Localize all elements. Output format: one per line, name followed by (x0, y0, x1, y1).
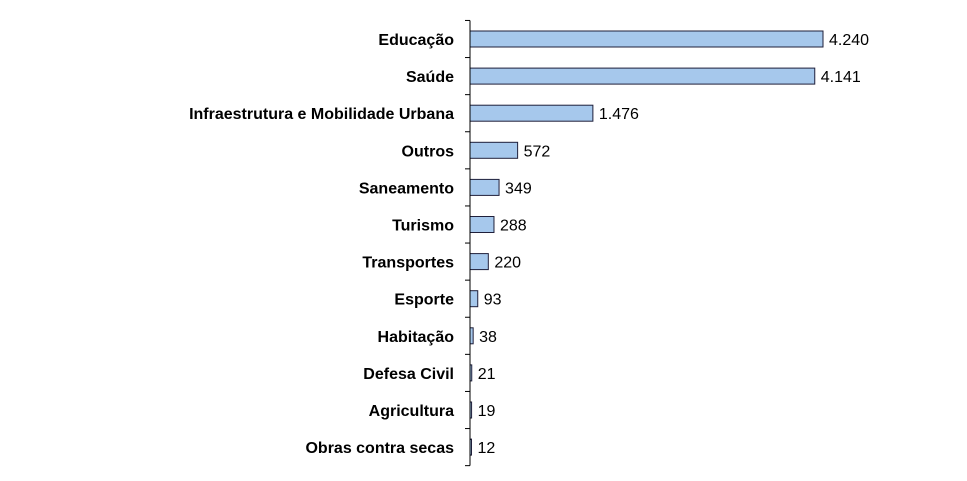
bar-0 (469, 30, 824, 48)
value-label-6: 220 (494, 255, 521, 272)
bar-7 (469, 290, 479, 308)
bar-5 (469, 216, 495, 233)
bar-1 (469, 67, 816, 85)
category-label-6: Transportes (362, 255, 454, 272)
value-label-10: 19 (478, 403, 496, 420)
value-label-9: 21 (478, 366, 496, 383)
category-label-2: Infraestrutura e Mobilidade Urbana (189, 106, 454, 123)
value-label-7: 93 (484, 292, 502, 309)
bar-2 (469, 104, 594, 122)
category-label-11: Obras contra secas (305, 440, 454, 457)
category-label-9: Defesa Civil (363, 366, 454, 383)
category-label-8: Habitação (378, 329, 455, 346)
category-label-4: Saneamento (359, 180, 454, 197)
category-label-5: Turismo (392, 218, 454, 235)
category-label-0: Educação (378, 32, 454, 49)
value-label-8: 38 (479, 329, 497, 346)
value-label-4: 349 (505, 180, 532, 197)
category-label-10: Agricultura (369, 403, 454, 420)
value-label-0: 4.240 (829, 32, 869, 49)
value-label-11: 12 (478, 440, 496, 457)
bar-4 (469, 178, 500, 196)
category-label-1: Saúde (406, 69, 454, 86)
value-label-1: 4.141 (821, 69, 861, 86)
value-label-5: 288 (500, 218, 527, 235)
category-labels-group: Educação Saúde Infraestrutura e Mobilidade… (189, 32, 454, 457)
category-label-3: Outros (402, 143, 455, 160)
bar-3 (469, 141, 519, 159)
category-label-7: Esporte (394, 292, 454, 309)
bars-group (469, 30, 824, 456)
value-label-3: 572 (524, 143, 551, 160)
value-label-2: 1.476 (599, 106, 639, 123)
category-axis (465, 19, 471, 467)
value-labels-group: 4.240 4.141 1.476 572 349 288 220 93 38 21 19 12 (478, 32, 870, 457)
bar-6 (469, 253, 489, 271)
